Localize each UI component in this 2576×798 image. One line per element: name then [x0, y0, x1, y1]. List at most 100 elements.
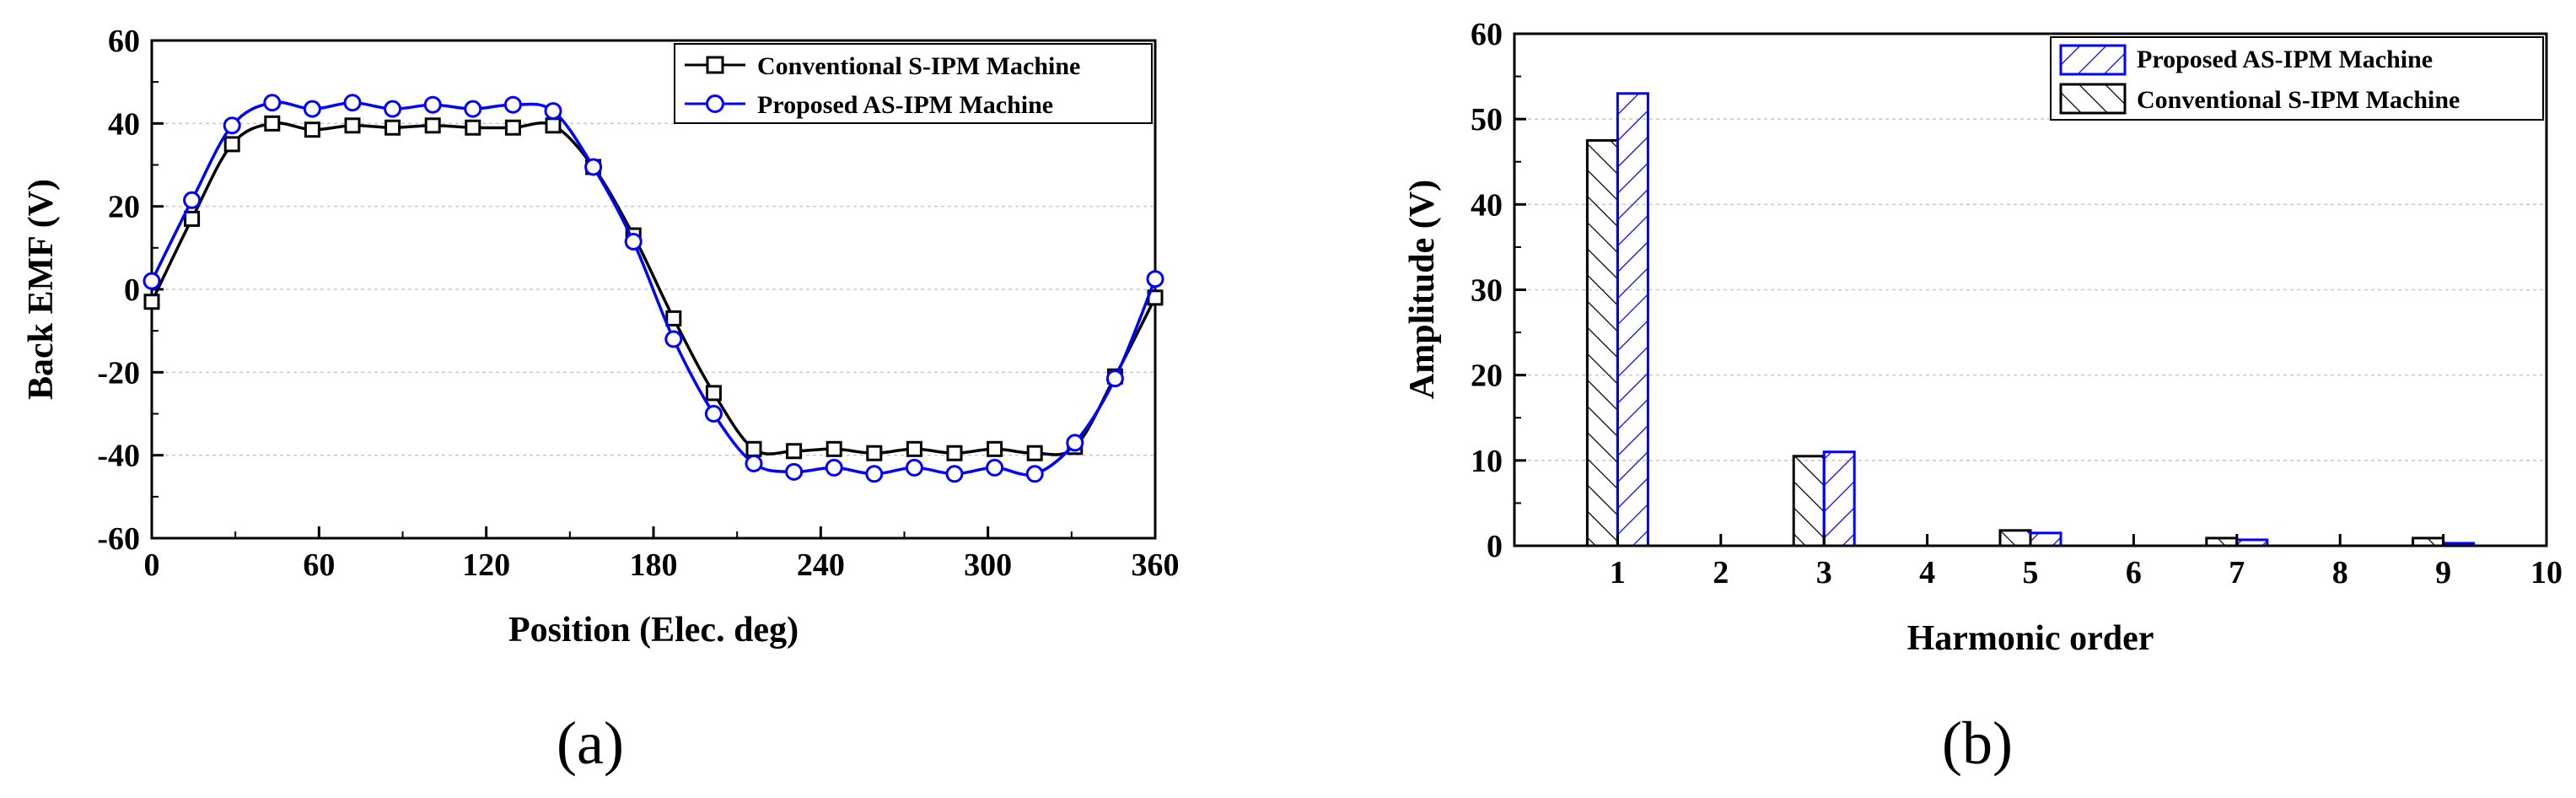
y-tick-label: -40: [97, 439, 140, 474]
data-point-conventional: [504, 119, 521, 136]
data-point-proposed: [1066, 434, 1084, 452]
chart-a-ylabel: Back EMF (V): [22, 179, 61, 400]
x-tick-label: 3: [1816, 555, 1832, 590]
chart-b-legend-box: [2050, 36, 2544, 121]
panel-label-a: (a): [557, 709, 624, 777]
data-point-proposed: [664, 330, 683, 348]
data-point-proposed: [503, 95, 522, 114]
bar-conventional-h1: [1585, 138, 1619, 547]
data-point-conventional: [424, 117, 441, 134]
y-tick-label: 30: [1471, 273, 1503, 309]
x-tick-label: 5: [2023, 555, 2039, 590]
data-point-proposed: [1025, 465, 1044, 483]
y-tick-label: 0: [1487, 529, 1503, 564]
data-point-conventional: [866, 445, 883, 461]
data-point-conventional: [1026, 445, 1043, 461]
data-point-conventional: [705, 385, 722, 402]
legend-swatch-proposed: [2059, 44, 2127, 76]
data-point-proposed: [945, 465, 964, 483]
x-tick-label: 10: [2530, 555, 2563, 590]
data-point-proposed: [1105, 369, 1124, 388]
x-tick-label: 120: [462, 547, 510, 583]
data-point-conventional: [786, 443, 803, 460]
y-tick-label: 20: [108, 190, 140, 225]
chart-b-ylabel: Amplitude (V): [1403, 180, 1442, 399]
data-point-conventional: [223, 136, 240, 153]
data-point-conventional: [826, 440, 842, 457]
data-point-proposed: [704, 405, 723, 423]
x-tick-label: 8: [2332, 555, 2348, 590]
data-point-conventional: [665, 310, 682, 326]
data-point-proposed: [464, 100, 482, 118]
data-point-conventional: [987, 440, 1003, 457]
y-tick-label: 0: [124, 272, 140, 308]
data-point-conventional: [465, 119, 481, 136]
chart-a-ticks: -60 -40 -20 0 20 40 60 0 60 120 180 240 300 360: [97, 24, 1179, 583]
chart-b-bars: [1585, 92, 2476, 547]
data-point-proposed: [384, 100, 402, 118]
x-tick-label: 0: [144, 547, 160, 583]
data-point-proposed: [785, 462, 804, 481]
bar-conventional-h5: [1998, 529, 2032, 547]
data-point-conventional: [344, 117, 361, 134]
data-point-proposed: [263, 94, 282, 112]
x-tick-label: 9: [2435, 555, 2451, 590]
bar-proposed-h1: [1616, 92, 1649, 547]
x-tick-label: 180: [630, 547, 678, 583]
y-tick-label: 40: [1471, 187, 1503, 223]
data-point-proposed: [865, 465, 884, 483]
legend-marker-square: [706, 56, 724, 74]
data-point-conventional: [304, 121, 320, 138]
data-point-proposed: [143, 272, 161, 290]
x-tick-label: 4: [1919, 555, 1935, 590]
chart-a-series: [143, 94, 1164, 483]
x-tick-label: 300: [964, 547, 1012, 583]
data-point-proposed: [343, 94, 362, 112]
series-line-proposed: [150, 100, 1157, 477]
x-tick-label: 60: [303, 547, 335, 583]
data-point-proposed: [624, 232, 643, 251]
data-point-conventional: [545, 117, 562, 134]
legend-label-proposed: Proposed AS-IPM Machine: [757, 91, 1053, 119]
data-point-conventional: [143, 294, 160, 310]
chart-b-xlabel: Harmonic order: [1907, 619, 2154, 658]
chart-a-legend-box: [674, 43, 1153, 124]
chart-b-grid: [1514, 118, 2546, 461]
chart-a-xlabel: Position (Elec. deg): [508, 611, 799, 650]
x-tick-label: 240: [797, 547, 845, 583]
x-tick-label: 2: [1713, 555, 1729, 590]
data-point-conventional: [946, 445, 963, 461]
y-tick-label: -60: [97, 521, 140, 557]
data-point-conventional: [184, 210, 201, 227]
data-point-proposed: [423, 95, 442, 114]
chart-b-legend: Proposed AS-IPM Machine Conventional S-I…: [2050, 36, 2544, 121]
data-point-proposed: [183, 191, 202, 209]
y-tick-label: 60: [108, 24, 140, 59]
y-tick-label: -20: [97, 355, 140, 391]
bar-proposed-h3: [1822, 450, 1856, 547]
x-tick-label: 360: [1132, 547, 1180, 583]
data-point-proposed: [1146, 270, 1164, 288]
legend-label-b-proposed: Proposed AS-IPM Machine: [2137, 46, 2433, 73]
data-point-proposed: [986, 458, 1004, 477]
bar-conventional-h3: [1792, 455, 1826, 547]
y-tick-label: 20: [1471, 359, 1503, 394]
data-point-proposed: [303, 100, 321, 118]
data-point-conventional: [745, 440, 762, 457]
data-point-proposed: [745, 455, 763, 472]
data-point-proposed: [223, 116, 241, 135]
legend-label-b-conventional: Conventional S-IPM Machine: [2137, 86, 2460, 114]
data-point-conventional: [385, 119, 401, 136]
chart-a-legend: Conventional S-IPM Machine Proposed AS-I…: [674, 43, 1153, 124]
data-point-conventional: [906, 440, 922, 457]
data-point-proposed: [584, 158, 603, 176]
legend-label-conventional: Conventional S-IPM Machine: [757, 52, 1080, 80]
chart-a: -60 -40 -20 0 20 40 60 0 60 120 180 240 300 360 Posit…: [22, 24, 1180, 777]
chart-b-ticks: 0 10 20 30 40 50 60 1 2 3 4 5 6 7 8 9 10: [1471, 17, 2563, 590]
bar-proposed-h5: [2029, 531, 2062, 547]
legend-swatch-conventional: [2059, 83, 2127, 115]
y-tick-label: 60: [1471, 17, 1503, 52]
x-tick-label: 6: [2126, 555, 2142, 590]
